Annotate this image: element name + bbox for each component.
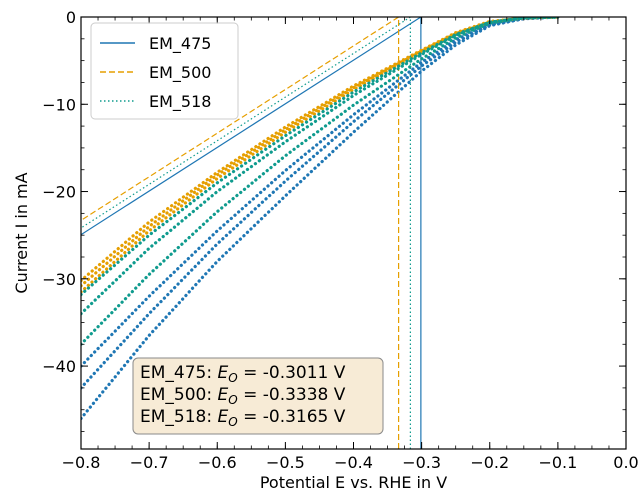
- annotation-label: EM_475:: [140, 363, 218, 383]
- annotation-symbol: E: [218, 407, 229, 427]
- x-tick-label: 0.0: [613, 453, 638, 472]
- x-tick-label: −0.1: [538, 453, 577, 472]
- annotation-value: = -0.3338 V: [238, 385, 346, 405]
- x-tick-label: −0.3: [402, 453, 441, 472]
- y-tick-label: −20: [42, 183, 76, 202]
- x-tick-label: −0.5: [266, 453, 305, 472]
- annotation-subscript: O: [228, 415, 237, 429]
- annotation-label: EM_518:: [140, 407, 218, 427]
- x-tick-label: −0.4: [334, 453, 373, 472]
- x-tick-label: −0.7: [130, 453, 169, 472]
- annotation-box: EM_475: EO = -0.3011 VEM_500: EO = -0.33…: [133, 358, 383, 434]
- x-axis-title: Potential E vs. RHE in V: [260, 473, 447, 492]
- legend-label: EM_500: [149, 63, 211, 83]
- annotation-label: EM_500:: [140, 385, 218, 405]
- annotation-symbol: E: [218, 385, 229, 405]
- legend-label: EM_475: [149, 34, 211, 54]
- x-tick-label: −0.2: [470, 453, 509, 472]
- y-tick-label: −10: [42, 95, 76, 114]
- annotation-value: = -0.3011 V: [238, 363, 346, 383]
- annotation-line: EM_500: EO = -0.3338 V: [140, 385, 346, 407]
- annotation-line: EM_518: EO = -0.3165 V: [140, 407, 346, 429]
- y-axis-title: Current I in mA: [12, 172, 31, 293]
- y-tick-label: 0: [66, 8, 76, 27]
- y-tick-label: −30: [42, 270, 76, 289]
- legend: EM_475 EM_500 EM_518: [91, 23, 238, 119]
- legend-label: EM_518: [149, 92, 211, 112]
- y-tick-label: −40: [42, 357, 76, 376]
- annotation-symbol: E: [218, 363, 229, 383]
- annotation-line: EM_475: EO = -0.3011 V: [140, 363, 346, 385]
- annotation-value: = -0.3165 V: [238, 407, 346, 427]
- x-tick-label: −0.6: [198, 453, 237, 472]
- annotation-subscript: O: [228, 393, 237, 407]
- x-tick-label: −0.8: [62, 453, 101, 472]
- annotation-subscript: O: [228, 371, 237, 385]
